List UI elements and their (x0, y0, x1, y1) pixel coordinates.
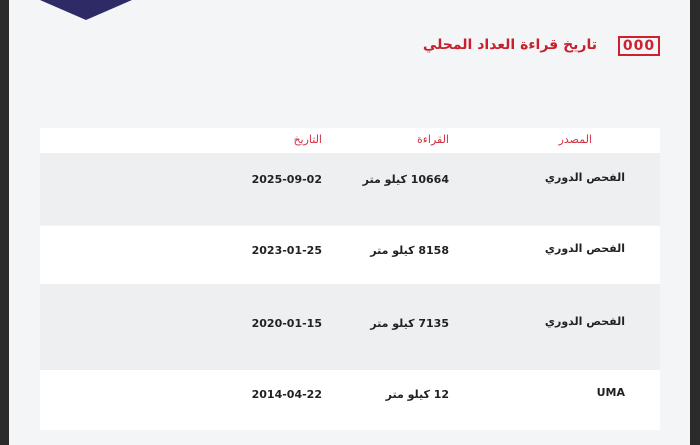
table-row: الفحص الدوري 7135 كيلو متر 2020-01-15 (40, 284, 660, 370)
odometer-icon: 000 (618, 36, 660, 56)
table-cell: الفحص الدوري (544, 171, 625, 184)
table-row: الفحص الدوري 8158 كيلو متر 2023-01-25 (40, 226, 660, 284)
table-cell: الفحص الدوري (544, 315, 625, 328)
table-cell: الفحص الدوري (544, 242, 625, 255)
table-cell: 8158 كيلو متر (370, 244, 449, 257)
table-row: UMA 12 كيلو متر 2014-04-22 (40, 370, 660, 430)
table-cell: 10664 كيلو متر (362, 173, 449, 186)
table-cell: 2025-09-02 (251, 173, 322, 186)
page: 000 تاريخ قراءة العداد المحلي المصدر الق… (9, 0, 690, 445)
table-cell: 2020-01-15 (251, 317, 322, 330)
table-row: الفحص الدوري 10664 كيلو متر 2025-09-02 (40, 153, 660, 225)
table-header: المصدر القراءة التاريخ (40, 128, 660, 153)
column-header: المصدر (558, 133, 592, 146)
banner-shape (40, 0, 132, 20)
column-header: التاريخ (293, 133, 322, 146)
table-cell: 7135 كيلو متر (370, 317, 449, 330)
table-cell: 2023-01-25 (251, 244, 322, 257)
table-cell: 12 كيلو متر (385, 388, 449, 401)
table-cell: 2014-04-22 (251, 388, 322, 401)
column-header: القراءة (416, 133, 449, 146)
section-title: تاريخ قراءة العداد المحلي (422, 37, 597, 53)
table-cell: UMA (596, 386, 625, 399)
